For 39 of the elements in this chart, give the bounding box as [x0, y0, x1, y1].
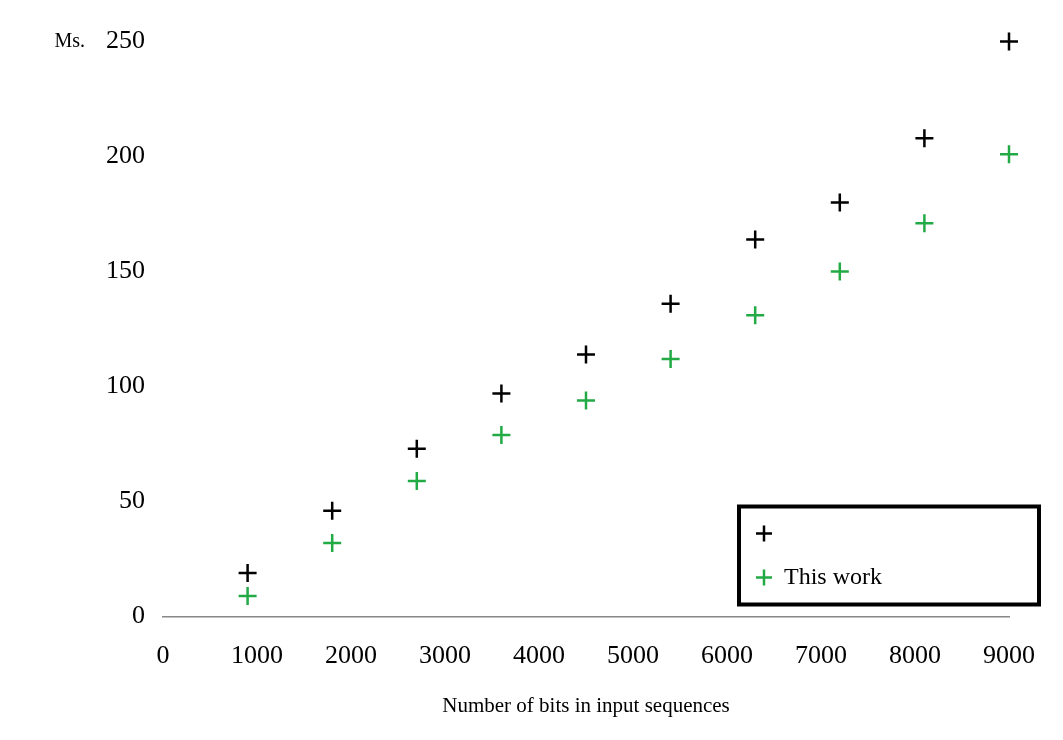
point	[491, 424, 512, 446]
point	[914, 127, 935, 149]
x-tick-label: 1000	[231, 640, 283, 670]
x-axis-title: Number of bits in input sequences	[442, 692, 730, 717]
point	[406, 470, 428, 492]
point	[660, 293, 681, 315]
point	[575, 390, 597, 411]
legend-label: This work	[784, 562, 882, 589]
point	[829, 192, 851, 213]
point	[321, 532, 343, 554]
x-tick-label: 3000	[419, 640, 471, 670]
y-tick-label: 200	[106, 140, 145, 170]
x-tick-label: 5000	[607, 640, 659, 670]
point	[660, 348, 681, 370]
x-tick-label: 0	[156, 640, 170, 670]
point	[321, 500, 343, 522]
y-tick-label: 0	[132, 600, 145, 630]
point	[744, 305, 766, 326]
point	[406, 438, 428, 459]
point	[998, 31, 1020, 52]
x-tick-label: 9000	[983, 640, 1035, 670]
point	[998, 144, 1020, 165]
y-tick-label: 250	[106, 25, 145, 55]
point	[744, 229, 766, 250]
point	[491, 383, 512, 404]
x-tick-label: 4000	[513, 640, 565, 670]
x-tick-label: 8000	[889, 640, 941, 670]
point	[237, 585, 258, 607]
x-tick-label: 6000	[701, 640, 753, 670]
y-tick-label: 50	[119, 485, 145, 515]
point	[829, 261, 851, 282]
y-tick-label: 100	[106, 370, 145, 400]
x-tick-label: 2000	[325, 640, 377, 670]
point	[914, 213, 935, 234]
point	[575, 344, 597, 365]
point	[237, 562, 258, 584]
y-axis-title: Ms.	[54, 28, 85, 51]
x-tick-label: 7000	[795, 640, 847, 670]
y-tick-label: 150	[106, 255, 145, 285]
